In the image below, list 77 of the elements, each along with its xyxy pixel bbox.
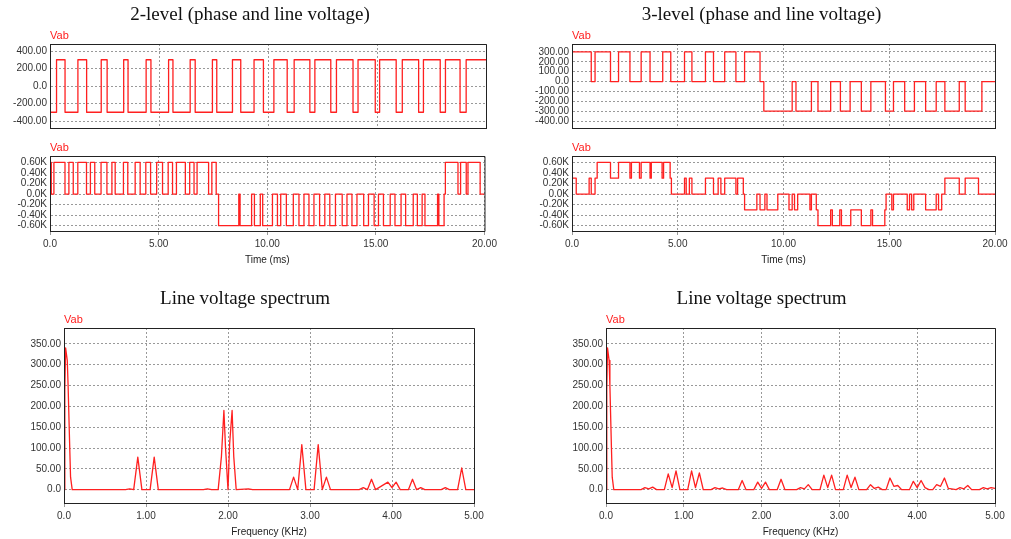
x-tick-label: 3.00 [300,509,321,521]
y-tick-label: -300.00 [535,104,570,116]
series-label: Vab [572,140,591,153]
x-axis-title: Time (ms) [761,253,806,265]
text: Vab [64,312,83,325]
x-tick-label: 15.00 [876,237,903,249]
y-tick-label: 0.0K [26,187,48,199]
y-tick-label: -0.60K [539,219,570,231]
y-tick-label: 200.00 [572,400,604,412]
y-tick-label: 0.0K [548,187,570,199]
y-tick-label: 200.00 [16,62,48,74]
x-tick-label: 3.00 [829,509,850,521]
x-tick-label: 4.00 [907,509,928,521]
y-tick-label: 0.0 [555,75,570,87]
y-tick-label: 100.00 [30,441,62,453]
y-tick-label: 100.00 [572,441,604,453]
x-tick-label: 5.00 [464,509,485,521]
y-tick-label: 400.00 [16,44,48,56]
x-tick-label: 0.0 [57,509,72,521]
y-tick-label: 350.00 [30,337,62,349]
series-label: Vab [50,140,69,153]
y-tick-label: -0.20K [17,198,48,210]
y-tick-label: -400.00 [535,114,570,126]
x-tick-label: 2.00 [218,509,239,521]
y-tick-label: -0.20K [539,198,570,210]
x-tick-label: 1.00 [674,509,694,521]
x-tick-label: 5.00 [668,237,688,249]
y-tick-label: 100.00 [538,65,570,77]
x-axis-title: Frequency (KHz) [231,525,307,537]
y-tick-label: 300.00 [538,45,570,57]
y-tick-label: -0.40K [17,208,48,220]
x-axis-title: Frequency (KHz) [762,525,839,537]
y-tick-label: 200.00 [538,55,570,67]
y-tick-label: -0.40K [539,208,570,220]
y-tick-label: 300.00 [572,358,604,370]
x-tick-label: 10.00 [770,237,797,249]
y-tick-label: 50.00 [577,462,604,474]
chart-title: Line voltage spectrum [675,286,848,310]
y-tick-label: -200.00 [13,97,48,109]
x-axis-title: Time (ms) [244,253,290,265]
y-tick-label: 200.00 [30,400,62,412]
y-tick-label: 0.60K [542,156,570,168]
y-tick-label: 150.00 [572,420,604,432]
y-tick-label: -100.00 [535,85,570,97]
y-tick-label: -0.60K [17,219,48,231]
series-label: Vab [572,28,591,41]
y-tick-label: 350.00 [572,337,604,349]
chart-title: 2-level (phase and line voltage) [129,2,371,26]
y-tick-label: 0.40K [20,166,48,178]
y-tick-label: 0.20K [542,177,570,189]
y-tick-label: 250.00 [572,379,604,391]
text: Vab [606,312,625,325]
x-tick-label: 20.00 [471,237,498,249]
y-tick-label: 50.00 [35,462,62,474]
x-tick-label: 2.00 [751,509,772,521]
y-tick-label: 0.0 [33,79,48,91]
y-tick-label: 0.40K [542,166,570,178]
series-label: Vab [50,28,69,41]
chart-title: 3-level (phase and line voltage) [640,2,883,26]
y-tick-label: -200.00 [535,95,570,107]
chart-title: Line voltage spectrum [159,286,331,310]
y-tick-label: 150.00 [30,420,62,432]
y-tick-label: 0.0 [47,483,62,495]
x-tick-label: 4.00 [382,509,403,521]
y-tick-label: 250.00 [30,379,62,391]
x-tick-label: 1.00 [136,509,157,521]
x-tick-label: 0.0 [599,509,614,521]
y-tick-label: -400.00 [13,114,48,126]
x-tick-label: 10.00 [254,237,281,249]
y-tick-label: 0.20K [20,177,48,189]
x-tick-label: 5.00 [148,237,169,249]
y-tick-label: 300.00 [30,358,62,370]
x-tick-label: 20.00 [982,237,1008,249]
y-tick-label: 0.60K [20,156,48,168]
x-tick-label: 15.00 [363,237,389,249]
x-tick-label: 5.00 [985,509,1006,521]
y-tick-label: 0.0 [589,483,604,495]
